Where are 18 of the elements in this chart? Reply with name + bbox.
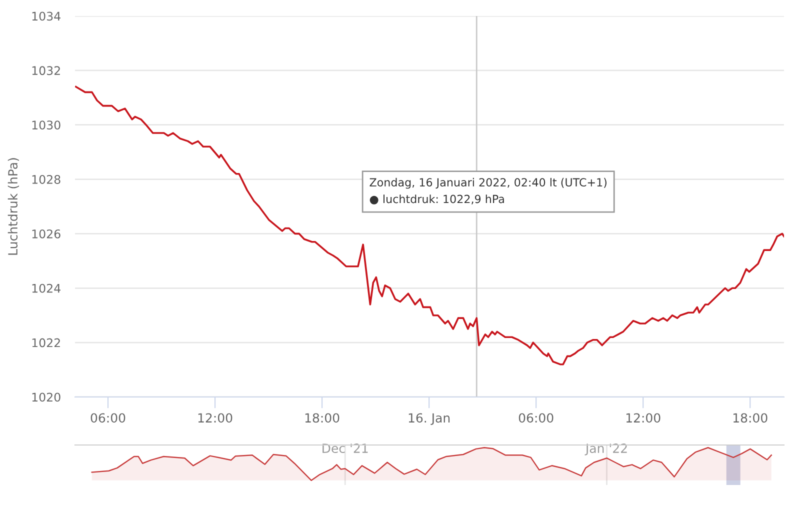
x-tick-label: 18:00 [305, 413, 340, 423]
x-tick-label: 18:00 [733, 413, 768, 423]
y-axis-title: Luchtdruk (hPa) [8, 158, 20, 255]
x-tick-label: 06:00 [518, 413, 554, 423]
y-tick-label: 1020 [32, 392, 60, 402]
y-tick-label: 1034 [32, 12, 60, 21]
y-tick-label: 1026 [32, 229, 60, 238]
y-tick-label: 1032 [32, 66, 60, 76]
y-tick-label: 1024 [32, 284, 60, 293]
line-series [75, 86, 784, 366]
x-tick-label: 12:00 [198, 413, 232, 423]
y-tick-label: 1028 [32, 175, 60, 184]
x-tick-label: 12:00 [626, 413, 660, 423]
x-tick-label: 16. Jan [408, 413, 450, 425]
annotation: Zondag, 16 Januari 2022, 02:40 lt (UTC+1) ● luchtdruk: 1022,9 hPa [370, 178, 606, 204]
y-tick-label: 1030 [32, 120, 60, 130]
x-tick-label: 06:00 [90, 413, 126, 423]
y-tick-label: 1022 [32, 338, 60, 348]
